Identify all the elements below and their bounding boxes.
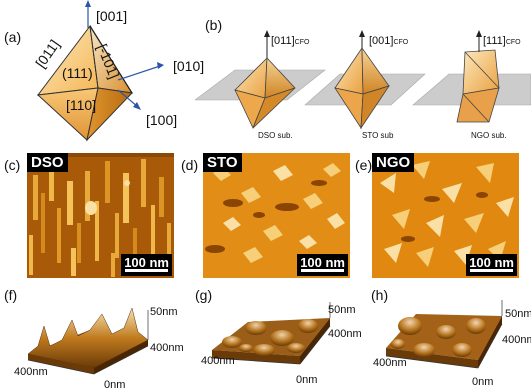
panel-a-dir-111: (111) [62, 65, 93, 81]
panel-e-label: (e) [355, 157, 373, 173]
afm-scalebar-ngo: 100 nm [466, 254, 517, 276]
axis-100-arrow [117, 89, 139, 108]
topo-g-origin-label: 0nm [296, 374, 318, 386]
panel-b-substrate-ngo-label: NGO sub. [471, 131, 507, 140]
topo-3d-dso [27, 307, 149, 375]
panel-b-dir-2: [001]CFO [369, 35, 409, 47]
panel-b-dir-1: [011]CFO [271, 35, 310, 47]
topo-f-z-label: 50nm [150, 306, 178, 318]
topo-f-origin-label: 0nm [104, 379, 126, 391]
panel-b-label: (b) [205, 17, 223, 33]
afm-tag-dso: DSO [27, 153, 68, 172]
afm-tag-ngo: NGO [372, 153, 415, 172]
panel-a-dir-001: [001] [96, 8, 128, 24]
panel-d-label: (d) [181, 157, 199, 173]
topo-h-x-label: 400nm [373, 357, 407, 369]
afm-image-sto: STO 100 nm [203, 153, 350, 278]
topo-h-z-label: 50nm [505, 308, 531, 320]
topo-g-x-label: 400nm [201, 355, 235, 367]
panel-b-substrate-sto-label: STO sub [362, 131, 394, 140]
panel-a-dir-100: [100] [146, 112, 178, 128]
afm-image-dso: DSO 100 nm [27, 153, 174, 278]
panel-b-substrates-figure [195, 30, 531, 130]
topo-f-y-label: 400nm [150, 342, 184, 354]
octa-face-lower-right [86, 87, 134, 142]
afm-scalebar-sto: 100 nm [297, 254, 348, 276]
afm-image-ngo: NGO 100 nm [372, 153, 519, 278]
afm-tag-sto: STO [203, 153, 242, 172]
panel-c-label: (c) [4, 157, 21, 173]
panel-a-dir-110: [110] [66, 97, 97, 113]
axis-010-arrow [117, 65, 161, 81]
topo-3d-ngo [385, 300, 503, 369]
topo-f-x-label: 400nm [14, 366, 48, 378]
panel-b-dir-3: [111]CFO [483, 35, 521, 47]
topo-g-y-label: 400nm [328, 328, 362, 340]
panel-h-label: (h) [371, 287, 389, 303]
afm-scalebar-dso: 100 nm [121, 254, 172, 276]
topo-h-origin-label: 0nm [472, 376, 494, 388]
panel-f-label: (f) [4, 287, 18, 303]
panel-a-label: (a) [4, 29, 22, 45]
topo-g-z-label: 50nm [328, 304, 356, 316]
panel-g-label: (g) [195, 287, 213, 303]
topo-h-y-label: 400nm [502, 334, 531, 346]
panel-b-substrate-dso-label: DSO sub. [258, 131, 293, 140]
topo-3d-sto [211, 302, 331, 365]
panel-a-dir-010: [010] [173, 58, 205, 74]
panel-a-octahedron-figure [36, 0, 164, 142]
